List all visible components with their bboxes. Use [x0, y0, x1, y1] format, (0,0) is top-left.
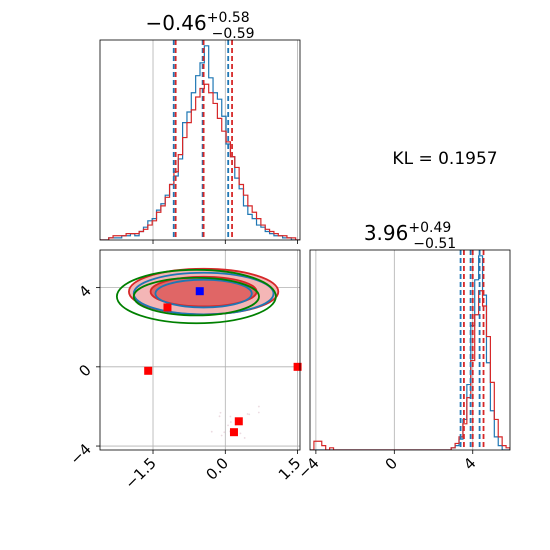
y-tick-label-0: −4 — [66, 440, 94, 468]
contour-green-outer — [115, 268, 277, 325]
scatter-point — [239, 432, 242, 435]
scatter-point — [218, 415, 221, 418]
panel-bottom-left-2d: −1.5 0.0 1.5−404 — [66, 249, 304, 493]
title-bottom-right-sup: +0.49 — [408, 220, 451, 236]
hist-series-red — [100, 83, 300, 240]
blue-square-marker — [195, 287, 204, 296]
scatter-point — [257, 411, 260, 414]
ticks-top-left — [152, 240, 298, 244]
red-square-marker-4 — [163, 303, 172, 312]
axes-frame-bottom-right — [309, 249, 511, 451]
ticks-bottom-right: −4 0 4 — [294, 450, 480, 482]
kl-annotation: KL = 0.1957 — [392, 149, 497, 169]
red-square-marker-2 — [234, 417, 243, 426]
scatter-point — [246, 413, 249, 415]
scatter-point — [229, 415, 232, 418]
hist-series-red — [310, 290, 510, 450]
x-tick-label-0: −1.5 — [121, 454, 159, 492]
scatter-point — [248, 413, 251, 416]
title-bottom-right-sub: −0.51 — [413, 236, 456, 252]
quantile-lines-bottom-right — [459, 250, 485, 450]
contours — [115, 267, 280, 325]
contour-blue-inner — [154, 278, 253, 309]
histogram-bottom-right — [310, 255, 510, 450]
title-top-left-main: −0.46 — [145, 11, 206, 35]
title-top-left-sup: +0.58 — [207, 10, 250, 26]
scatter-point — [223, 431, 226, 434]
scatter-point — [210, 430, 213, 433]
y-tick-label-2: 4 — [75, 282, 94, 301]
scatter-point — [220, 434, 223, 437]
title-bottom-right-main: 3.96 — [364, 221, 409, 245]
x-tick-label-2: 4 — [460, 454, 479, 473]
grid-top-left — [152, 40, 298, 240]
scatter-point — [229, 421, 232, 423]
contour-green-inner — [132, 276, 260, 317]
scatter-point — [257, 405, 260, 408]
hist-series-blue — [100, 45, 300, 240]
panel-top-left-histogram: −0.46+0.58 −0.59 — [99, 10, 301, 244]
y-tick-label-1: 0 — [75, 361, 94, 380]
red-square-marker-1 — [293, 362, 302, 371]
axes-frame-top-left — [99, 39, 301, 241]
x-tick-label-1: 0 — [382, 454, 401, 473]
histogram-top-left — [100, 45, 300, 240]
red-square-marker-3 — [229, 428, 238, 437]
axes-frame-bottom-left — [99, 249, 301, 451]
x-tick-label-1: 0.0 — [203, 454, 233, 484]
panel-bottom-right-histogram: −4 0 4 3.96+0.49 −0.51 — [294, 220, 511, 482]
quantile-lines-top-left — [172, 40, 233, 240]
x-tick-label-0: −4 — [294, 454, 322, 482]
scatter-point — [243, 437, 246, 439]
grid-bottom-right — [315, 250, 474, 450]
title-top-left-sub: −0.59 — [212, 26, 255, 42]
title-top-left: −0.46+0.58 −0.59 — [145, 10, 254, 42]
title-bottom-right: 3.96+0.49 −0.51 — [364, 220, 456, 252]
scatter-point — [227, 424, 229, 427]
scatter-point — [219, 411, 222, 414]
red-square-marker-0 — [144, 366, 153, 375]
markers — [144, 287, 302, 437]
